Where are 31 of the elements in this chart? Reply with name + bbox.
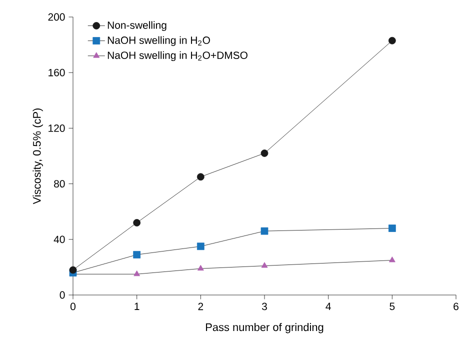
point bbox=[69, 266, 77, 274]
legend-label: NaOH swelling in H$_{2}$O bbox=[108, 36, 210, 46]
point bbox=[134, 270, 140, 276]
point bbox=[388, 36, 396, 44]
point bbox=[196, 242, 204, 250]
y-tick-label: 160 bbox=[48, 68, 65, 76]
x-tick-label: 2 bbox=[198, 302, 204, 310]
y-tick-label: 40 bbox=[54, 236, 65, 244]
x-tick-label: 1 bbox=[134, 302, 140, 310]
point bbox=[388, 224, 396, 232]
point bbox=[260, 227, 268, 235]
point bbox=[133, 251, 141, 258]
x-tick-label: 3 bbox=[262, 302, 267, 310]
point bbox=[261, 262, 268, 268]
point bbox=[197, 264, 204, 271]
x-axis-title: Pass number of grinding bbox=[206, 323, 324, 334]
point bbox=[196, 173, 204, 181]
y-tick-label: 80 bbox=[54, 180, 65, 188]
legend-label: NaOH swelling in H$_{2}$O+DMSO bbox=[108, 51, 248, 62]
x-tick-label: 6 bbox=[454, 302, 458, 310]
y-tick-label: 0 bbox=[60, 291, 65, 299]
x-tick-label: 0 bbox=[70, 302, 76, 310]
point bbox=[133, 219, 141, 226]
point bbox=[260, 150, 268, 157]
legend-label: Non-swelling bbox=[108, 21, 166, 31]
y-tick-label: 200 bbox=[48, 13, 65, 21]
x-tick-label: 4 bbox=[326, 302, 331, 310]
y-axis-title: Viscosity, 0.5% (cP) bbox=[32, 108, 43, 204]
y-tick-label: 120 bbox=[48, 124, 65, 132]
x-tick-label: 5 bbox=[390, 302, 395, 310]
point bbox=[388, 256, 396, 262]
